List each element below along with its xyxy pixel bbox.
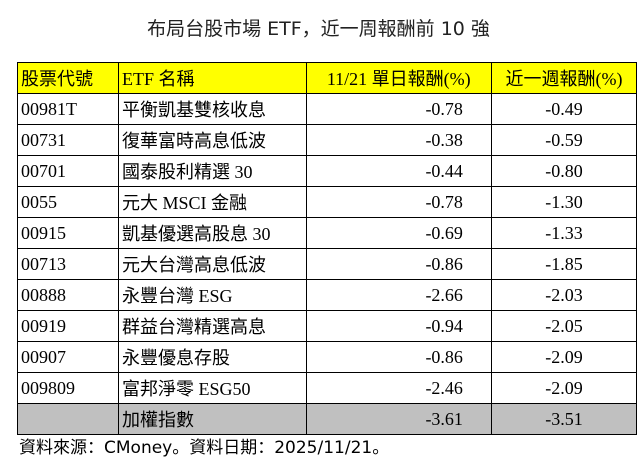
etf-name: 復華富時高息低波 xyxy=(117,124,307,156)
code: 00713 xyxy=(17,248,119,280)
data-row: 00701 國泰股利精選 30 -0.44 -0.80 xyxy=(17,155,637,187)
column-header: 近一週報酬(%) xyxy=(490,62,637,94)
weekly-return: -1.85 xyxy=(490,248,637,280)
weekly-return: -0.80 xyxy=(490,155,637,187)
data-row: 00713 元大台灣高息低波 -0.86 -1.85 xyxy=(17,248,637,280)
daily-return: -0.86 xyxy=(305,341,492,373)
etf-name: 永豐優息存股 xyxy=(117,341,307,373)
daily-return: -3.61 xyxy=(305,403,492,435)
column-header: 11/21 單日報酬(%) xyxy=(305,62,492,94)
etf-name: 元大 MSCI 金融 xyxy=(117,186,307,218)
code: 00981T xyxy=(17,93,119,125)
code: 00915 xyxy=(17,217,119,249)
weekly-return: -2.05 xyxy=(490,310,637,342)
etf-name: 國泰股利精選 30 xyxy=(117,155,307,187)
code: 009809 xyxy=(17,372,119,404)
daily-return: -0.78 xyxy=(305,186,492,218)
daily-return: -0.94 xyxy=(305,310,492,342)
weekly-return: -1.30 xyxy=(490,186,637,218)
daily-return: -0.86 xyxy=(305,248,492,280)
etf-name: 群益台灣精選高息 xyxy=(117,310,307,342)
column-header: ETF 名稱 xyxy=(117,62,307,94)
weekly-return: -2.09 xyxy=(490,372,637,404)
etf-name: 凱基優選高股息 30 xyxy=(117,217,307,249)
header-row: 股票代號 ETF 名稱 11/21 單日報酬(%) 近一週報酬(%) xyxy=(17,62,637,94)
etf-name: 元大台灣高息低波 xyxy=(117,248,307,280)
weekly-return: -1.33 xyxy=(490,217,637,249)
weekly-return: -3.51 xyxy=(490,403,637,435)
daily-return: -0.38 xyxy=(305,124,492,156)
daily-return: -0.78 xyxy=(305,93,492,125)
daily-return: -2.46 xyxy=(305,372,492,404)
data-row: 00919 群益台灣精選高息 -0.94 -2.05 xyxy=(17,310,637,342)
index-row: 加權指數 -3.61 -3.51 xyxy=(17,403,637,435)
weekly-return: -0.49 xyxy=(490,93,637,125)
data-row: 0055 元大 MSCI 金融 -0.78 -1.30 xyxy=(17,186,637,218)
etf-name: 永豐台灣 ESG xyxy=(117,279,307,311)
data-row: 00907 永豐優息存股 -0.86 -2.09 xyxy=(17,341,637,373)
title: 布局台股市場 ETF，近一周報酬前 10 強 xyxy=(147,18,490,40)
code: 00888 xyxy=(17,279,119,311)
code: 00701 xyxy=(17,155,119,187)
empty-cell xyxy=(17,403,119,435)
weekly-return: -2.03 xyxy=(490,279,637,311)
data-row: 00981T 平衡凱基雙核收息 -0.78 -0.49 xyxy=(17,93,637,125)
code: 00907 xyxy=(17,341,119,373)
weekly-return: -0.59 xyxy=(490,124,637,156)
daily-return: -0.44 xyxy=(305,155,492,187)
etf-name: 富邦淨零 ESG50 xyxy=(117,372,307,404)
code: 00919 xyxy=(17,310,119,342)
index-name: 加權指數 xyxy=(117,403,307,435)
etf-table: 股票代號 ETF 名稱 11/21 單日報酬(%) 近一週報酬(%) 00981T 平衡凱… xyxy=(17,62,637,435)
data-row: 00915 凱基優選高股息 30 -0.69 -1.33 xyxy=(17,217,637,249)
weekly-return: -2.09 xyxy=(490,341,637,373)
code: 00731 xyxy=(17,124,119,156)
data-row: 00888 永豐台灣 ESG -2.66 -2.03 xyxy=(17,279,637,311)
daily-return: -0.69 xyxy=(305,217,492,249)
daily-return: -2.66 xyxy=(305,279,492,311)
source-note: 資料來源：CMoney。資料日期：2025/11/21。 xyxy=(19,438,390,458)
data-row: 009809 富邦淨零 ESG50 -2.46 -2.09 xyxy=(17,372,637,404)
code: 0055 xyxy=(17,186,119,218)
column-header: 股票代號 xyxy=(17,62,119,94)
etf-name: 平衡凱基雙核收息 xyxy=(117,93,307,125)
data-row: 00731 復華富時高息低波 -0.38 -0.59 xyxy=(17,124,637,156)
